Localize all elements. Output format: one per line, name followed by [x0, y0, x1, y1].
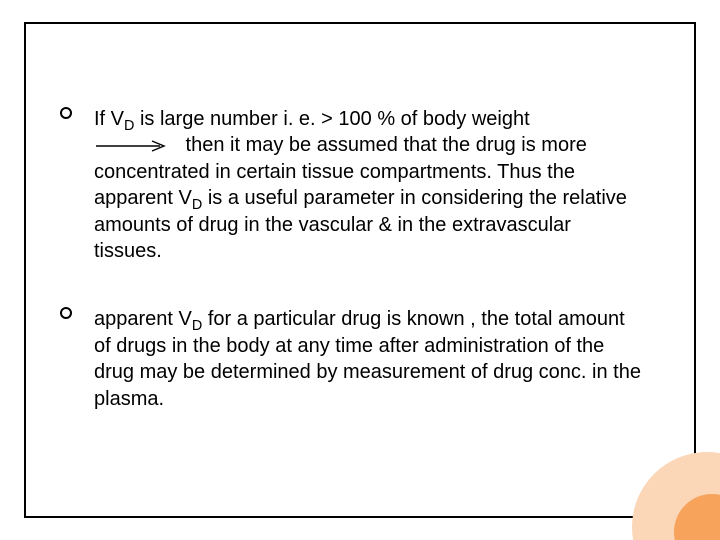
text-run: is large number i. e. > 100 % of body we…: [134, 108, 529, 130]
bullet-text: apparent VD for a particular drug is kno…: [94, 308, 641, 409]
bullet-text: If VD is large number i. e. > 100 % of b…: [94, 108, 627, 262]
subscript: D: [192, 197, 202, 213]
slide: If VD is large number i. e. > 100 % of b…: [0, 0, 720, 540]
arrow-icon: [94, 139, 172, 153]
subscript: D: [192, 318, 202, 334]
subscript: D: [124, 118, 134, 134]
bullet-item: If VD is large number i. e. > 100 % of b…: [60, 106, 644, 264]
arrow-svg: [94, 139, 172, 153]
bullet-marker-icon: [60, 107, 72, 119]
bullet-marker-icon: [60, 307, 72, 319]
bullet-item: apparent VD for a particular drug is kno…: [60, 306, 644, 412]
text-run: If V: [94, 108, 124, 130]
text-run: apparent V: [94, 308, 192, 330]
content-area: If VD is large number i. e. > 100 % of b…: [60, 106, 644, 454]
